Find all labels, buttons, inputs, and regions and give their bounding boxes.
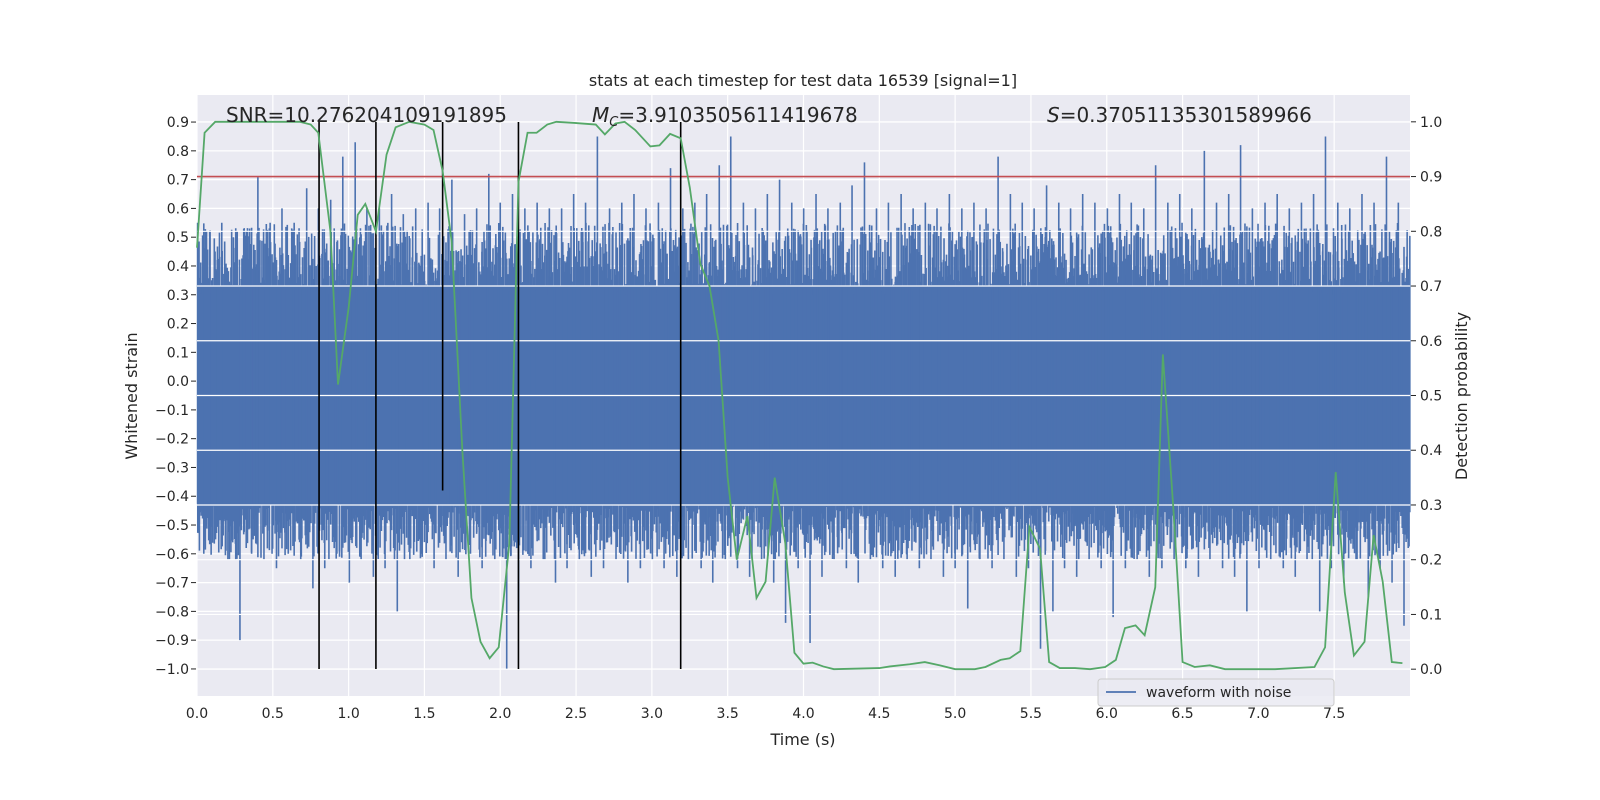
y-right-tick-label: 0.1 xyxy=(1420,607,1442,623)
chart-title: stats at each timestep for test data 165… xyxy=(589,71,1017,90)
x-tick-label: 1.0 xyxy=(337,706,359,722)
mc-value: =3.9103505611419678 xyxy=(618,103,857,127)
x-tick-label: 6.0 xyxy=(1096,706,1118,722)
y-right-tick-label: 0.2 xyxy=(1420,553,1442,569)
y-tick-label: −0.9 xyxy=(155,633,189,649)
y-right-tick-label: 0.9 xyxy=(1420,170,1442,186)
x-tick-label: 0.0 xyxy=(186,706,208,722)
y-tick-label: −0.6 xyxy=(155,547,189,563)
y-tick-label: 0.6 xyxy=(167,201,189,217)
x-tick-label: 2.0 xyxy=(489,706,511,722)
y-tick-label: −0.7 xyxy=(155,576,189,592)
chirp-mass-annotation: MC=3.9103505611419678 xyxy=(592,103,858,130)
y-right-tick-label: 0.3 xyxy=(1420,498,1442,514)
x-tick-label: 0.5 xyxy=(262,706,284,722)
y-right-axis-label: Detection probability xyxy=(1452,312,1471,480)
y-tick-label: −0.2 xyxy=(155,432,189,448)
y-tick-label: 0.7 xyxy=(167,173,189,189)
s-value: =0.37051135301589966 xyxy=(1060,103,1312,127)
y-tick-label: −0.1 xyxy=(155,403,189,419)
x-tick-label: 2.5 xyxy=(565,706,587,722)
s-symbol: S xyxy=(1047,103,1060,127)
y-tick-label: 0.4 xyxy=(167,259,189,275)
x-tick-label: 7.5 xyxy=(1323,706,1345,722)
x-tick-label: 7.0 xyxy=(1247,706,1269,722)
y-tick-label: −0.4 xyxy=(155,489,189,505)
y-tick-label: 0.1 xyxy=(167,345,189,361)
y-tick-label: 0.2 xyxy=(167,317,189,333)
x-tick-label: 4.0 xyxy=(792,706,814,722)
vertical-markers xyxy=(318,122,682,669)
x-tick-label: 5.0 xyxy=(944,706,966,722)
x-tick-label: 5.5 xyxy=(1020,706,1042,722)
detection-probability-line xyxy=(196,120,1403,671)
y-tick-label: 0.5 xyxy=(167,230,189,246)
y-tick-label: −0.8 xyxy=(155,604,189,620)
y-tick-label: 0.0 xyxy=(167,374,189,390)
snr-annotation: SNR=10.276204109191895 xyxy=(226,103,507,127)
mc-subscript: C xyxy=(609,115,619,130)
y-right-tick-label: 0.6 xyxy=(1420,334,1442,350)
x-tick-label: 3.0 xyxy=(641,706,663,722)
legend-box xyxy=(1097,678,1335,707)
y-tick-label: 0.3 xyxy=(167,288,189,304)
y-axis-label: Whitened strain xyxy=(122,332,141,459)
x-tick-label: 1.5 xyxy=(413,706,435,722)
mc-symbol: M xyxy=(592,103,609,127)
y-tick-label: −0.3 xyxy=(155,460,189,476)
y-tick-label: 0.8 xyxy=(167,144,189,160)
x-ticks: 0.0 0.5 1.0 1.5 2.0 2.5 3.0 3.5 4.0 4.5 5.0 5.5 6.0 6… xyxy=(186,706,1345,722)
legend-entry: waveform with noise xyxy=(1146,685,1291,701)
y-tick-label: −1.0 xyxy=(155,662,189,678)
y-tick-label: 0.9 xyxy=(167,115,189,131)
s-annotation: S=0.37051135301589966 xyxy=(1047,103,1312,127)
y-right-ticks: 1.0 0.9 0.8 0.7 0.6 0.5 0.4 0.3 0.2 0.1 0.0 xyxy=(1411,115,1442,678)
x-tick-label: 6.5 xyxy=(1171,706,1193,722)
y-right-tick-label: 0.5 xyxy=(1420,389,1442,405)
y-tick-label: −0.5 xyxy=(155,518,189,534)
legend: waveform with noise xyxy=(1097,678,1335,707)
waveform-series xyxy=(196,136,1411,669)
y-right-tick-label: 0.7 xyxy=(1420,279,1442,295)
x-tick-label: 4.5 xyxy=(868,706,890,722)
y-right-tick-label: 0.4 xyxy=(1420,443,1442,459)
x-axis-label: Time (s) xyxy=(769,730,835,749)
x-tick-label: 3.5 xyxy=(717,706,739,722)
y-right-tick-label: 0.8 xyxy=(1420,224,1442,240)
y-right-tick-label: 1.0 xyxy=(1420,115,1442,131)
y-right-tick-label: 0.0 xyxy=(1420,662,1442,678)
y-ticks: 0.9 0.8 0.7 0.6 0.5 0.4 0.3 0.2 0.1 0.0 −0.1 −0.2 −0… xyxy=(155,115,196,678)
